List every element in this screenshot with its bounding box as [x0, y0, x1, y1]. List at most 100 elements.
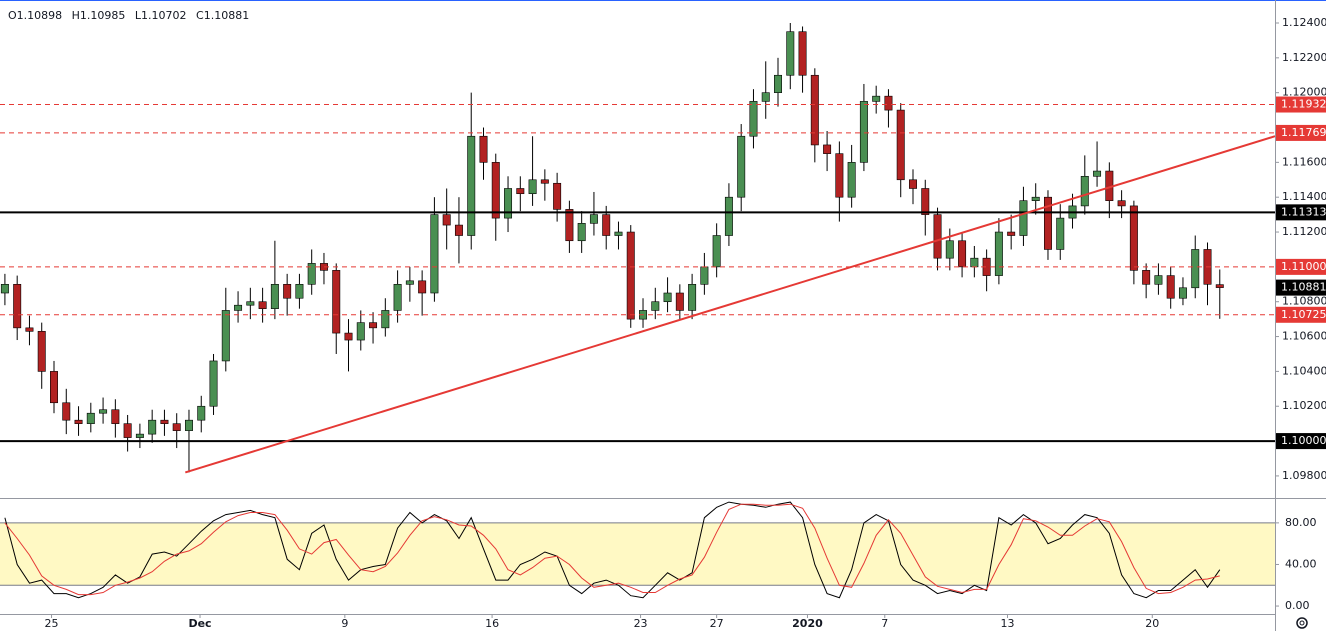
candle-body	[1215, 284, 1224, 288]
candle-body	[13, 283, 22, 329]
candle-body	[295, 283, 304, 299]
y-tick-label: 1.12400	[1282, 16, 1326, 29]
axes: 1.09800 1.10200 1.10400 1.10600 1.10800 1.112…	[45, 16, 1326, 630]
level-label-box	[1276, 306, 1326, 323]
candle-body	[172, 423, 181, 431]
candle-body	[675, 292, 684, 311]
candle-body	[859, 101, 868, 163]
candle-body	[393, 283, 402, 311]
x-tick-label: 13	[1000, 617, 1014, 630]
candle-body	[823, 144, 832, 154]
y-tick-label: 1.10600	[1282, 330, 1326, 343]
price-pane	[0, 22, 1276, 474]
y-tick-label: 0.00	[1285, 599, 1310, 612]
level-label: 1.10000	[1281, 434, 1326, 447]
candle-body	[258, 301, 267, 309]
candle-body	[99, 409, 108, 414]
x-tick-label: 16	[485, 617, 499, 630]
candle-body	[602, 214, 611, 236]
candle-body	[614, 231, 623, 236]
candle-body	[1117, 200, 1126, 207]
candle-body	[1142, 270, 1151, 285]
candle-body	[1043, 196, 1052, 250]
close: C1.10881	[196, 9, 249, 22]
candle-body	[405, 280, 414, 285]
x-tick-label: 27	[710, 617, 724, 630]
candle-body	[1007, 231, 1016, 236]
candle-body	[774, 74, 782, 93]
level-label-box	[1276, 96, 1326, 113]
y-tick-label: 1.11200	[1282, 225, 1326, 238]
candle-body	[123, 423, 132, 438]
candle-body	[50, 371, 58, 404]
y-tick-label: 1.10200	[1282, 399, 1326, 412]
candle-body	[332, 270, 341, 334]
last-price-box	[1276, 279, 1326, 296]
candle-body	[1031, 196, 1040, 201]
stoch-line	[4, 503, 1220, 596]
candle-body	[798, 31, 807, 76]
candle-body	[577, 223, 586, 242]
candle-body	[1093, 170, 1102, 177]
candle-body	[442, 214, 451, 226]
high: H1.10985	[72, 9, 126, 22]
x-tick-label: 2020	[792, 617, 823, 630]
candle-body	[283, 283, 292, 299]
candle-body	[688, 283, 697, 311]
level-label-box	[1276, 204, 1326, 221]
settings-icon[interactable]	[1296, 617, 1308, 629]
candle-body	[528, 179, 537, 195]
candle-body	[135, 433, 144, 438]
candle-body	[74, 419, 83, 424]
stoch-band	[0, 522, 1275, 586]
x-tick-label: Dec	[188, 617, 211, 630]
candle-body	[626, 231, 635, 320]
y-tick-label: 1.11400	[1282, 190, 1326, 203]
candle-body	[565, 209, 574, 242]
level-label: 1.11769	[1281, 126, 1326, 139]
y-tick-label: 40.00	[1285, 557, 1317, 570]
candle-body	[1166, 275, 1175, 299]
candle-body	[651, 301, 660, 311]
level-label-box	[1276, 433, 1326, 450]
candle-body	[1056, 217, 1065, 250]
candle-body	[737, 135, 746, 198]
candle-body	[307, 263, 316, 285]
x-tick-label: 25	[45, 617, 59, 630]
candle-body	[184, 419, 193, 431]
level-label: 1.11000	[1281, 260, 1326, 273]
candle-body	[491, 162, 500, 219]
candle-body	[1178, 287, 1187, 299]
candle-body	[958, 240, 967, 268]
candle-body	[246, 301, 255, 306]
stoch-line	[4, 501, 1221, 599]
candle-body	[700, 266, 709, 285]
y-tick-label: 1.10400	[1282, 364, 1326, 377]
candle-body	[970, 257, 979, 268]
candle-body	[1129, 205, 1138, 271]
candle-body	[221, 310, 230, 362]
candle-body	[724, 196, 733, 236]
candle-body	[884, 95, 893, 111]
trendline	[185, 135, 1276, 474]
open: O1.10898	[8, 9, 62, 22]
y-tick-label: 1.09800	[1282, 469, 1326, 482]
candle-body	[933, 214, 942, 259]
candle-body	[430, 214, 439, 294]
level-label: 1.11313	[1281, 205, 1326, 218]
candle-body	[25, 327, 34, 332]
candle-body	[749, 101, 758, 137]
candle-body	[37, 331, 46, 372]
candle-body	[896, 109, 905, 181]
candle-body	[663, 292, 672, 303]
candle-body	[847, 162, 856, 198]
candle-body	[1154, 275, 1163, 285]
level-label: 1.10725	[1281, 308, 1326, 321]
candle-body	[872, 95, 881, 102]
y-tick-label: 1.12000	[1282, 86, 1326, 99]
candle-body	[479, 135, 488, 163]
candle-body	[712, 235, 721, 268]
candle-body	[369, 322, 378, 329]
candle-body	[234, 304, 243, 311]
candle-body	[945, 240, 954, 259]
